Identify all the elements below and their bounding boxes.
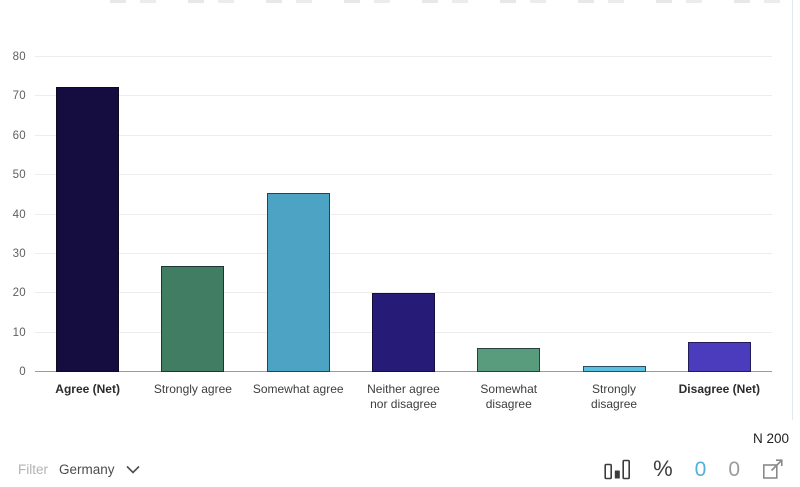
gridline — [35, 292, 772, 294]
gridline — [35, 252, 772, 254]
bar-3[interactable] — [372, 293, 435, 372]
bar-chart-icon — [604, 457, 631, 481]
bar-6[interactable] — [687, 342, 751, 372]
x-axis-label: Disagree (Net) — [678, 382, 760, 396]
gridline — [35, 213, 772, 215]
panel-edge-divider — [792, 0, 793, 420]
percent-toggle-button[interactable]: % — [653, 458, 673, 480]
y-tick-label: 0 — [19, 366, 26, 378]
gridline — [35, 56, 772, 57]
x-axis-label: Neither agree nor disagree — [367, 382, 440, 411]
y-tick-label: 50 — [12, 169, 26, 182]
y-tick-label: 70 — [12, 90, 26, 103]
x-axis-label: Somewhat agree — [252, 382, 344, 396]
y-tick-label: 20 — [12, 287, 26, 300]
gridline — [35, 174, 772, 176]
y-tick-label: 60 — [12, 129, 26, 142]
export-external-icon — [762, 458, 784, 480]
x-axis-label: Agree (Net) — [55, 382, 120, 396]
bar-2[interactable] — [266, 192, 330, 372]
bar-0[interactable] — [56, 86, 120, 372]
y-tick-label: 10 — [12, 326, 26, 339]
decimals-option-active-button[interactable]: 0 — [694, 457, 707, 481]
decimals-option-inactive-button[interactable]: 0 — [728, 457, 740, 481]
x-axis-label: Somewhat disagree — [480, 382, 538, 411]
sample-size-label: N 200 — [752, 431, 789, 446]
footer-toolbar: Filter Germany % 0 0 — [0, 454, 800, 484]
chart-type-button[interactable] — [604, 457, 631, 481]
filter-label: Filter — [18, 461, 48, 477]
x-axis-label: Strongly disagree — [591, 382, 638, 411]
y-tick-label: 30 — [12, 247, 26, 260]
plot-area: 0 10 20 30 40 50 60 70 80 — [13, 51, 772, 378]
chevron-down-icon — [125, 465, 140, 474]
x-axis-label: Strongly agree — [153, 382, 232, 396]
filter-dropdown[interactable]: Filter Germany — [18, 462, 140, 477]
y-tick-label: 80 — [12, 51, 26, 63]
bar-1[interactable] — [161, 265, 225, 372]
bar-5[interactable] — [582, 366, 646, 372]
filter-value: Germany — [59, 461, 115, 477]
x-axis-labels: Agree (Net) Strongly agree Somewhat agree N… — [35, 376, 772, 412]
chart-tools: % 0 0 — [604, 457, 784, 481]
percent-icon: % — [653, 456, 673, 481]
cropped-title-remnant — [110, 0, 800, 3]
export-button[interactable] — [762, 458, 784, 480]
gridline — [35, 134, 772, 136]
bar-4[interactable] — [477, 348, 541, 372]
gridline — [35, 95, 772, 97]
y-tick-label: 40 — [12, 208, 26, 221]
